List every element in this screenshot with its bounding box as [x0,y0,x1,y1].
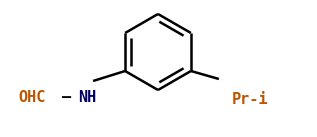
Text: —: — [62,89,71,103]
Text: NH: NH [78,89,96,105]
Text: OHC: OHC [18,89,45,105]
Text: Pr-i: Pr-i [232,92,268,108]
